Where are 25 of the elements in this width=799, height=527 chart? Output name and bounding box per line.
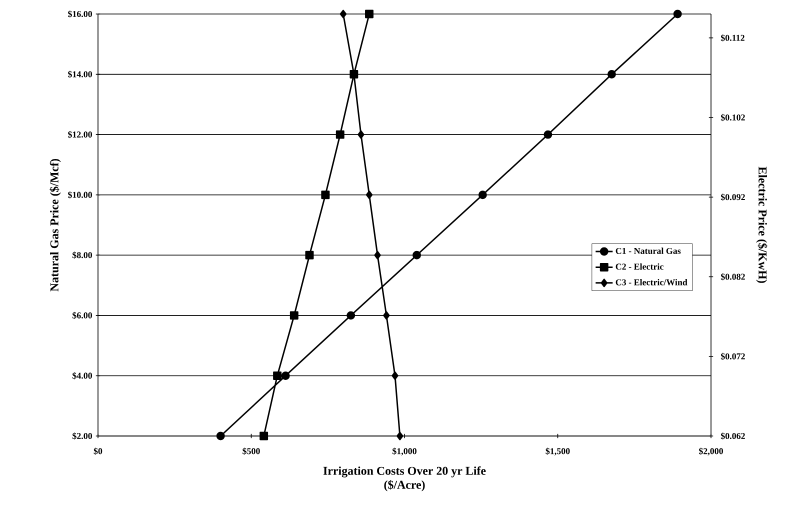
y-tick-label: $12.00 [68,130,92,138]
x-tick-label: $0 [94,448,102,455]
legend-label: C2 - Electric [616,263,664,270]
x-axis-title: Irrigation Costs Over 20 yr Life ($/Acre) [323,466,486,492]
legend-label: C1 - Natural Gas [616,248,681,254]
y-tick-label: $6.00 [72,312,92,320]
y2-tick-label: $0.112 [720,34,744,42]
x-tick-label: $1,500 [546,448,570,456]
y-tick-label: $8.00 [72,252,92,259]
y2-tick-label: $0.062 [720,432,745,440]
y-tick-label: $16.00 [68,10,92,18]
y-tick-label: $2.00 [72,432,92,440]
y-tick-label: $4.00 [72,372,92,380]
y2-tick-label: $0.092 [720,194,745,201]
x-tick-label: $500 [242,448,260,455]
y-axis-title: Natural Gas Price ($/Mcf) [50,158,61,292]
x-tick-label: $1,000 [392,448,416,456]
x-tick-label: $2,000 [698,448,723,456]
y-tick-label: $10.00 [68,191,92,198]
y2-tick-label: $0.072 [720,352,745,360]
y2-axis-title: Electric Price ($/KwH) [756,166,768,283]
y-tick-label: $14.00 [68,70,92,78]
legend-label: C3 - Electric/Wind [616,279,688,286]
y2-tick-label: $0.082 [720,273,745,280]
y2-tick-label: $0.102 [720,114,745,122]
